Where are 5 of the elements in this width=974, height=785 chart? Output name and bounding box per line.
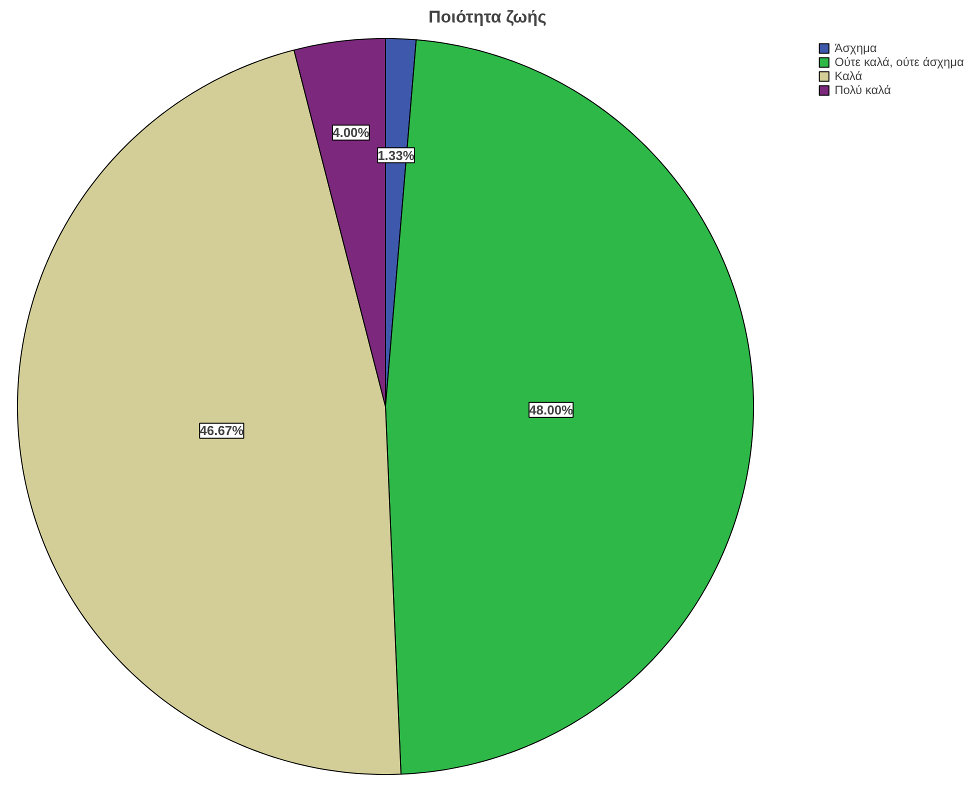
legend-label: Καλά — [834, 69, 862, 83]
legend-label: Πολύ καλά — [834, 83, 891, 97]
chart-title: Ποιότητα ζωής — [428, 8, 547, 26]
legend-label: Άσχημα — [834, 41, 877, 55]
legend-label: Ούτε καλά, ούτε άσχημα — [834, 55, 964, 69]
